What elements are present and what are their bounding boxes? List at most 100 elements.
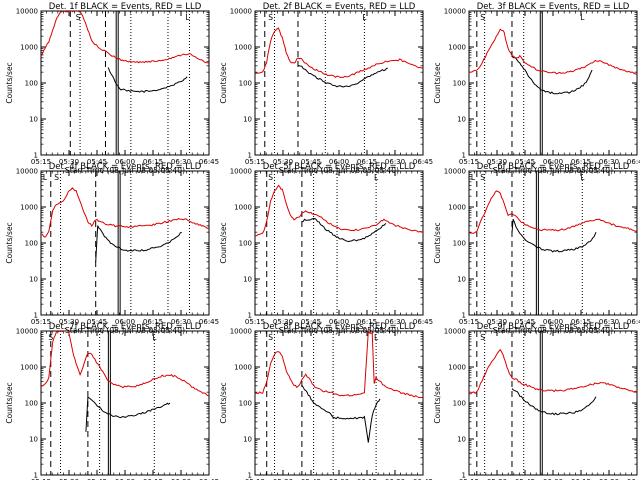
y-tick-label: 10 [29, 116, 38, 124]
y-tick-label: 10 [29, 436, 38, 444]
y-tick-label: 100 [25, 400, 38, 408]
state-letter-label: L [374, 173, 379, 182]
series-events-line [95, 225, 182, 263]
x-tick-label: 05:30 [487, 158, 507, 166]
state-letter-label: S [480, 173, 485, 182]
state-letter-label: L [152, 333, 157, 342]
x-tick-label: 06:15 [143, 158, 163, 166]
y-tick-label: 1000 [448, 44, 466, 52]
x-tick-label: 06:15 [357, 478, 377, 480]
x-tick-label: 06:30 [599, 158, 619, 166]
series-events-line [511, 388, 597, 416]
state-letter-label: S [268, 173, 273, 182]
series-lld-line [41, 11, 209, 64]
series-events-line [85, 396, 171, 432]
series-events-line [301, 385, 381, 443]
state-letter-label: S [480, 333, 485, 342]
x-tick-label: 06:45 [627, 318, 640, 326]
y-axis-label: Counts/sec [219, 62, 228, 103]
x-tick-label: 06:30 [385, 478, 405, 480]
series-lld-line [255, 184, 423, 237]
series-lld-line [255, 331, 423, 399]
y-tick-label: 1 [248, 312, 252, 320]
detector-panel-7: Det. 7f BLACK = Events, RED = LLD 1 10 100 1… [5, 322, 219, 480]
y-tick-label: 1000 [448, 204, 466, 212]
panel-title: Det. 4f BLACK = Events, RED = LLD [49, 162, 202, 172]
y-axis-label: Counts/sec [433, 222, 442, 263]
state-letter-label: L [374, 333, 379, 342]
x-tick-label: 05:45 [515, 158, 535, 166]
x-tick-label: 05:30 [487, 478, 507, 480]
panel-title: Det. 7f BLACK = Events, RED = LLD [49, 322, 202, 332]
x-tick-label: 05:45 [87, 158, 107, 166]
x-tick-label: 06:45 [627, 478, 640, 480]
y-tick-label: 100 [25, 240, 38, 248]
y-axis-label: Counts/sec [5, 382, 14, 423]
x-tick-label: 06:00 [329, 158, 349, 166]
y-tick-label: 1000 [234, 44, 252, 52]
y-axis-label: Counts/sec [219, 222, 228, 263]
y-axis-label: Counts/sec [5, 222, 14, 263]
y-tick-label: 100 [239, 400, 252, 408]
x-tick-label: 05:30 [273, 478, 293, 480]
y-tick-label: 1000 [234, 364, 252, 372]
y-tick-label: 100 [239, 240, 252, 248]
x-tick-label: 06:00 [329, 318, 349, 326]
x-tick-label: 05:45 [87, 318, 107, 326]
x-tick-label: 06:45 [413, 478, 433, 480]
y-tick-label: 1 [462, 312, 466, 320]
x-tick-label: 05:30 [59, 478, 79, 480]
x-tick-label: 06:00 [543, 318, 563, 326]
x-tick-label: 05:15 [31, 478, 51, 480]
state-letter-label: S [480, 13, 485, 22]
x-tick-label: 06:45 [627, 158, 640, 166]
x-tick-label: 05:15 [31, 158, 51, 166]
x-tick-label: 06:15 [357, 318, 377, 326]
x-tick-label: 06:15 [571, 318, 591, 326]
x-tick-label: 05:45 [301, 158, 321, 166]
x-tick-label: 06:00 [115, 478, 135, 480]
state-letter-label: S [76, 13, 81, 22]
y-tick-label: 100 [453, 400, 466, 408]
y-tick-label: 10000 [16, 328, 38, 336]
series-events-line [511, 218, 597, 253]
x-tick-label: 05:45 [301, 478, 321, 480]
y-tick-label: 1 [34, 152, 38, 160]
x-tick-label: 06:45 [199, 478, 219, 480]
x-tick-label: 06:00 [543, 478, 563, 480]
y-tick-label: 10000 [444, 168, 466, 176]
y-tick-label: 10000 [444, 8, 466, 16]
series-events-line [297, 65, 388, 88]
x-tick-label: 06:00 [115, 158, 135, 166]
panel-title: Det. 8f BLACK = Events, RED = LLD [263, 322, 416, 332]
y-tick-label: 10 [243, 116, 252, 124]
y-tick-label: 1000 [20, 44, 38, 52]
y-tick-label: 100 [239, 80, 252, 88]
panel-title: Det. 5f BLACK = Events, RED = LLD [263, 162, 416, 172]
y-tick-label: 10000 [16, 168, 38, 176]
x-tick-label: 06:30 [599, 318, 619, 326]
y-tick-label: 10000 [230, 168, 252, 176]
series-events-line [301, 217, 387, 243]
y-tick-label: 1000 [448, 364, 466, 372]
x-tick-label: 05:15 [459, 318, 479, 326]
x-tick-label: 05:45 [515, 478, 535, 480]
series-lld-line [469, 348, 637, 395]
x-tick-label: 05:15 [459, 158, 479, 166]
series-events-line [511, 55, 593, 95]
x-tick-label: 05:45 [87, 478, 107, 480]
panel-title: Det. 9f BLACK = Events, RED = LLD [477, 322, 630, 332]
y-tick-label: 10 [29, 276, 38, 284]
x-tick-label: 05:30 [487, 318, 507, 326]
panel-title: Det. 3f BLACK = Events, RED = LLD [477, 2, 630, 12]
y-tick-label: 100 [453, 240, 466, 248]
detector-panel-8: Det. 8f BLACK = Events, RED = LLD 1 10 100 1… [219, 322, 433, 480]
x-tick-label: 05:30 [273, 158, 293, 166]
x-tick-label: 05:30 [59, 318, 79, 326]
x-tick-label: 05:45 [515, 318, 535, 326]
x-tick-label: 06:15 [143, 318, 163, 326]
y-tick-label: 10000 [16, 8, 38, 16]
x-tick-label: 06:30 [171, 318, 191, 326]
